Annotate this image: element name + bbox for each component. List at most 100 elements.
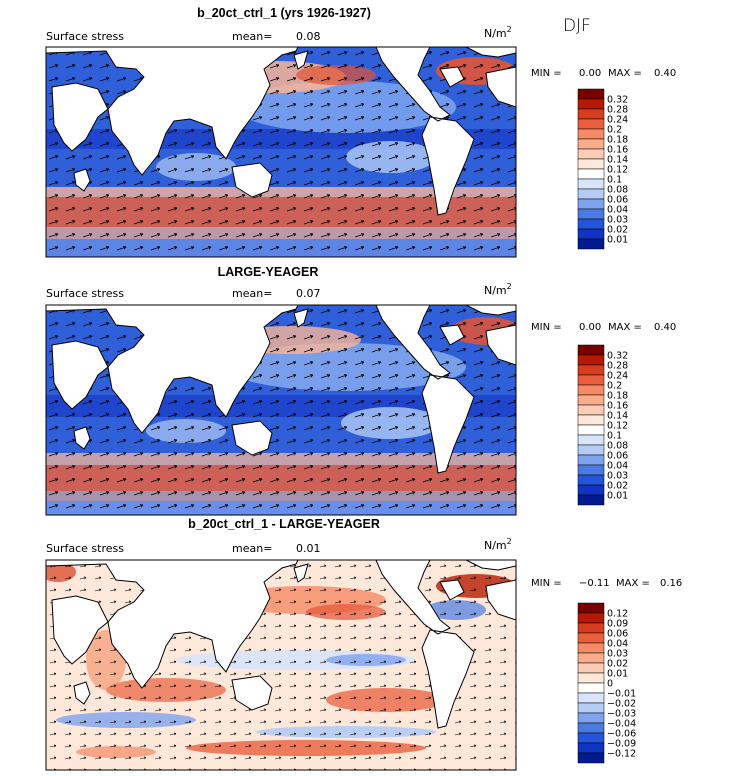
colorbar-swatch (577, 394, 605, 406)
colorbar-swatch (577, 374, 605, 386)
season-label: DJF (563, 16, 591, 36)
colorbar-tick-label: 0.14 (607, 155, 628, 166)
colorbar-swatch (577, 208, 605, 220)
colorbar-swatch (577, 158, 605, 170)
map-frame (45, 559, 517, 771)
field-label: Surface stress (46, 542, 124, 555)
colorbar-swatch (577, 474, 605, 486)
panel-title: b_20ct_ctrl_1 - LARGE-YEAGER (188, 517, 380, 531)
colorbar-tick-label: 0.12 (607, 609, 628, 620)
colorbar-tick-label: −0.01 (607, 689, 636, 700)
colorbar-tick-label: 0.09 (607, 619, 628, 630)
colorbar-tick-label: 0.16 (607, 401, 628, 412)
field-label: Surface stress (46, 287, 124, 300)
min-label: MIN = (531, 68, 562, 79)
min-value: −0.11 (579, 578, 610, 589)
colorbar-tick-label: 0.03 (607, 215, 628, 226)
colorbar-tick-label: 0.02 (607, 481, 628, 492)
colorbar-tick-label: 0.1 (607, 431, 622, 442)
colorbar-tick-label: 0.08 (607, 441, 628, 452)
colorbar-tick-label: 0.28 (607, 105, 628, 116)
max-label: MAX = (608, 322, 642, 333)
colorbar-swatch (577, 662, 605, 674)
colorbar-swatch (577, 188, 605, 200)
mean-value: 0.08 (296, 30, 321, 43)
colorbar-tick-label: 0.32 (607, 95, 628, 106)
colorbar-tick-label: 0.32 (607, 351, 628, 362)
colorbar-swatch (577, 464, 605, 476)
colorbar-tick-label: −0.04 (607, 719, 636, 730)
colorbar-swatch (577, 612, 605, 624)
colorbar-tick-label: 0.06 (607, 629, 628, 640)
colorbar-tick-label: 0.2 (607, 381, 622, 392)
colorbar-swatch (577, 238, 605, 250)
colorbar-swatch (577, 198, 605, 210)
colorbar-tick-label: 0.24 (607, 371, 628, 382)
colorbar-tick-label: 0.24 (607, 115, 628, 126)
colorbar-swatch (577, 622, 605, 634)
colorbar-swatch (577, 692, 605, 704)
colorbar-tick-label: −0.03 (607, 709, 636, 720)
colorbar-swatch (577, 354, 605, 366)
colorbar-tick-label: 0.18 (607, 391, 628, 402)
colorbar-swatch (577, 494, 605, 506)
colorbar-swatch (577, 148, 605, 160)
colorbar-tick-label: −0.06 (607, 729, 636, 740)
max-label: MAX = (616, 578, 650, 589)
colorbar-tick-label: 0.16 (607, 145, 628, 156)
colorbar-swatch (577, 444, 605, 456)
colorbar-tick-label: 0.06 (607, 195, 628, 206)
max-value: 0.40 (654, 322, 676, 333)
colorbar-tick-label: −0.12 (607, 749, 636, 760)
colorbar-swatch (577, 672, 605, 684)
colorbar-tick-label: 0.06 (607, 451, 628, 462)
colorbar-swatch (577, 404, 605, 416)
colorbar-swatch (577, 168, 605, 180)
colorbar-tick-label: 0.04 (607, 461, 628, 472)
colorbar-swatch (577, 752, 605, 764)
mean-label: mean= (232, 542, 272, 555)
colorbar-swatch (577, 732, 605, 744)
colorbar-tick-label: 0.1 (607, 175, 622, 186)
colorbar-swatch (577, 228, 605, 240)
colorbar-swatch (577, 712, 605, 724)
colorbar-swatch (577, 454, 605, 466)
panel-title: LARGE-YEAGER (218, 265, 319, 279)
colorbar-tick-label: 0.02 (607, 659, 628, 670)
colorbar-tick-label: 0.03 (607, 649, 628, 660)
colorbar-tick-label: 0.02 (607, 225, 628, 236)
colorbar-swatch (577, 742, 605, 754)
max-label: MAX = (608, 68, 642, 79)
panel-difference: b_20ct_ctrl_1 - LARGE-YEAGER Surface str… (45, 517, 682, 771)
colorbar-swatch (577, 702, 605, 714)
colorbar-swatch (577, 682, 605, 694)
min-label: MIN = (531, 322, 562, 333)
colorbar-swatch (577, 218, 605, 230)
colorbar: 0.120.090.060.040.030.020.010−0.01−0.02−… (577, 602, 636, 764)
colorbar-tick-label: 0.04 (607, 205, 628, 216)
colorbar-tick-label: 0.18 (607, 135, 628, 146)
field-label: Surface stress (46, 30, 124, 43)
min-value: 0.00 (579, 68, 601, 79)
colorbar-tick-label: 0.2 (607, 125, 622, 136)
colorbar-swatch (577, 108, 605, 120)
units-label: N/m2 (484, 282, 512, 297)
colorbar: 0.320.280.240.20.180.160.140.120.10.080.… (577, 344, 628, 506)
colorbar-swatch (577, 414, 605, 426)
mean-value: 0.01 (296, 542, 321, 555)
units-label: N/m2 (484, 537, 512, 552)
min-value: 0.00 (579, 322, 601, 333)
mean-value: 0.07 (296, 287, 321, 300)
colorbar-swatch (577, 118, 605, 130)
colorbar-tick-label: 0 (607, 679, 613, 690)
colorbar-swatch (577, 344, 605, 356)
panel-title: b_20ct_ctrl_1 (yrs 1926-1927) (197, 6, 371, 20)
colorbar-swatch (577, 98, 605, 110)
colorbar-swatch (577, 632, 605, 644)
colorbar-swatch (577, 384, 605, 396)
colorbar-swatch (577, 128, 605, 140)
min-label: MIN = (531, 578, 562, 589)
colorbar-tick-label: 0.01 (607, 491, 628, 502)
colorbar-swatch (577, 722, 605, 734)
